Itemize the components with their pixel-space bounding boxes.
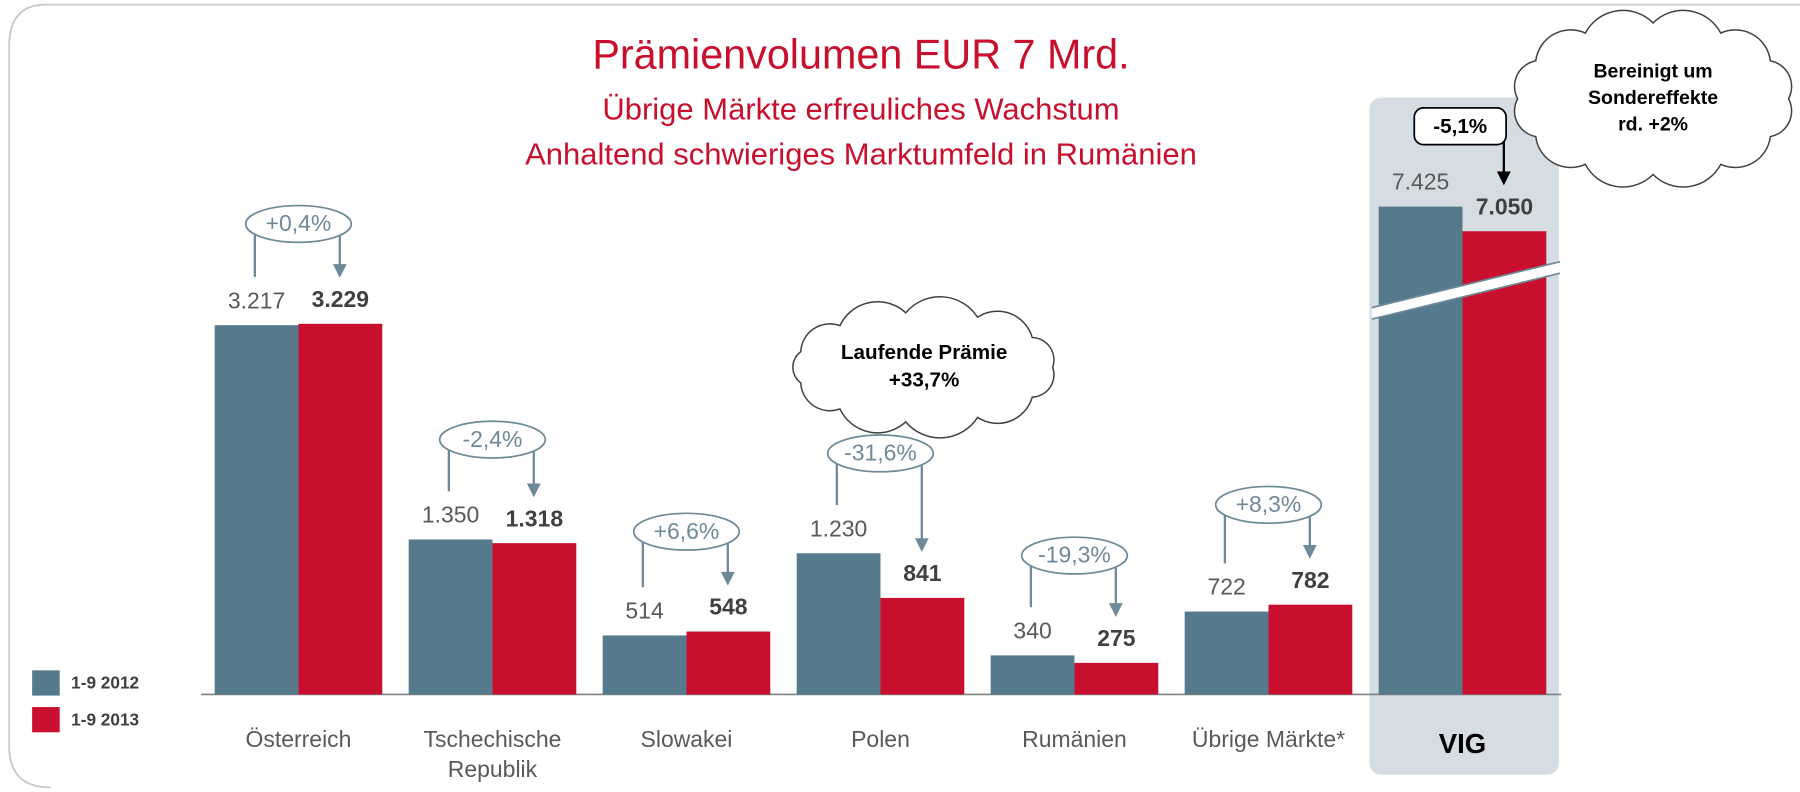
- axis-break: [1371, 261, 1561, 320]
- x-tick-label: Polen: [851, 727, 910, 753]
- value-label: 514: [625, 598, 664, 624]
- bar: [214, 325, 299, 695]
- callout-text: Laufende Prämie: [841, 341, 1007, 364]
- callout-text: +33,7%: [889, 369, 960, 392]
- value-label: 1.350: [422, 502, 479, 528]
- growth-arrowhead: [1108, 603, 1123, 617]
- callout-text: Bereinigt um: [1593, 60, 1712, 82]
- growth-label: +8,3%: [1236, 491, 1302, 517]
- growth-label: -2,4%: [463, 426, 523, 452]
- x-tick-label: Slowakei: [640, 727, 733, 753]
- growth-arrowhead: [914, 538, 929, 552]
- bar: [796, 553, 881, 695]
- x-tick-label-box: VIG: [1438, 728, 1487, 760]
- axis-break-edge: [1371, 260, 1561, 320]
- legend-swatch: [32, 707, 60, 733]
- bar: [1462, 231, 1547, 695]
- legend-label: 1-9 2012: [71, 673, 139, 693]
- growth-ellipse: [826, 434, 935, 473]
- growth-label: -19,3%: [1038, 542, 1111, 568]
- x-tick-label-box: Rumänien: [1022, 727, 1127, 753]
- x-tick-label: Rumänien: [1022, 727, 1127, 753]
- bar: [1268, 604, 1353, 695]
- callout-cloud: [1513, 9, 1793, 188]
- growth-ellipse: [1214, 485, 1323, 525]
- legend-label: 1-9 2013: [71, 709, 139, 729]
- growth-label: -31,6%: [844, 440, 917, 466]
- value-label: 3.229: [312, 286, 369, 312]
- growth-ellipse: [632, 512, 741, 551]
- x-tick-label: Tschechische Republik: [423, 727, 562, 783]
- bar: [1074, 662, 1159, 695]
- callout-text: Sondereffekte: [1588, 87, 1718, 109]
- bar: [990, 655, 1075, 695]
- bar: [1184, 611, 1269, 695]
- callout-cloud: [792, 296, 1055, 439]
- growth-label: +0,4%: [266, 210, 332, 236]
- x-tick-label: Österreich: [245, 727, 352, 753]
- callout-text: rd. +2%: [1618, 113, 1688, 135]
- value-label: 340: [1013, 618, 1051, 644]
- growth-arrowhead: [526, 483, 541, 498]
- value-label: 7.050: [1476, 193, 1533, 219]
- legend-swatch: [32, 670, 60, 696]
- value-label: 722: [1207, 574, 1245, 600]
- value-label: 275: [1097, 625, 1136, 651]
- slide-frame: [8, 3, 1800, 789]
- bar: [880, 597, 965, 695]
- growth-label: +6,6%: [654, 518, 720, 544]
- value-label: 3.217: [228, 287, 285, 313]
- x-tick-label-box: Übrige Märkte*: [1191, 727, 1346, 753]
- value-label: 548: [709, 594, 748, 620]
- bar: [602, 635, 687, 695]
- value-label: 782: [1291, 567, 1329, 593]
- bar: [492, 543, 577, 695]
- chart-title: Prämienvolumen EUR 7 Mrd.: [592, 31, 1129, 77]
- chart-subtitle: Anhaltend schwieriges Marktumfeld in Rum…: [525, 136, 1197, 171]
- bar: [1378, 206, 1463, 695]
- value-label: 7.425: [1392, 169, 1449, 195]
- x-tick-label: VIG: [1438, 728, 1487, 760]
- x-tick-label: Übrige Märkte*: [1191, 727, 1346, 753]
- value-label: 1.318: [506, 505, 564, 531]
- growth-arrowhead: [720, 571, 735, 586]
- growth-arrowhead: [1496, 171, 1511, 186]
- growth-ellipse: [244, 204, 353, 244]
- bar: [686, 631, 771, 695]
- x-tick-label-box: Polen: [851, 727, 910, 753]
- value-label: 841: [903, 560, 942, 586]
- growth-label: -5,1%: [1433, 115, 1487, 138]
- value-label: 1.230: [810, 515, 867, 541]
- chart-subtitle: Übrige Märkte erfreuliches Wachstum: [602, 92, 1119, 127]
- growth-arrowhead: [332, 264, 347, 278]
- growth-box: [1413, 107, 1507, 146]
- x-tick-label-box: Tschechische Republik: [423, 727, 562, 783]
- growth-arrowhead: [1302, 544, 1317, 559]
- bar: [298, 323, 383, 695]
- x-tick-label-box: Slowakei: [640, 727, 733, 753]
- growth-ellipse: [438, 420, 547, 459]
- x-tick-label-box: Österreich: [245, 727, 352, 753]
- bar: [408, 539, 493, 695]
- growth-ellipse: [1020, 536, 1129, 575]
